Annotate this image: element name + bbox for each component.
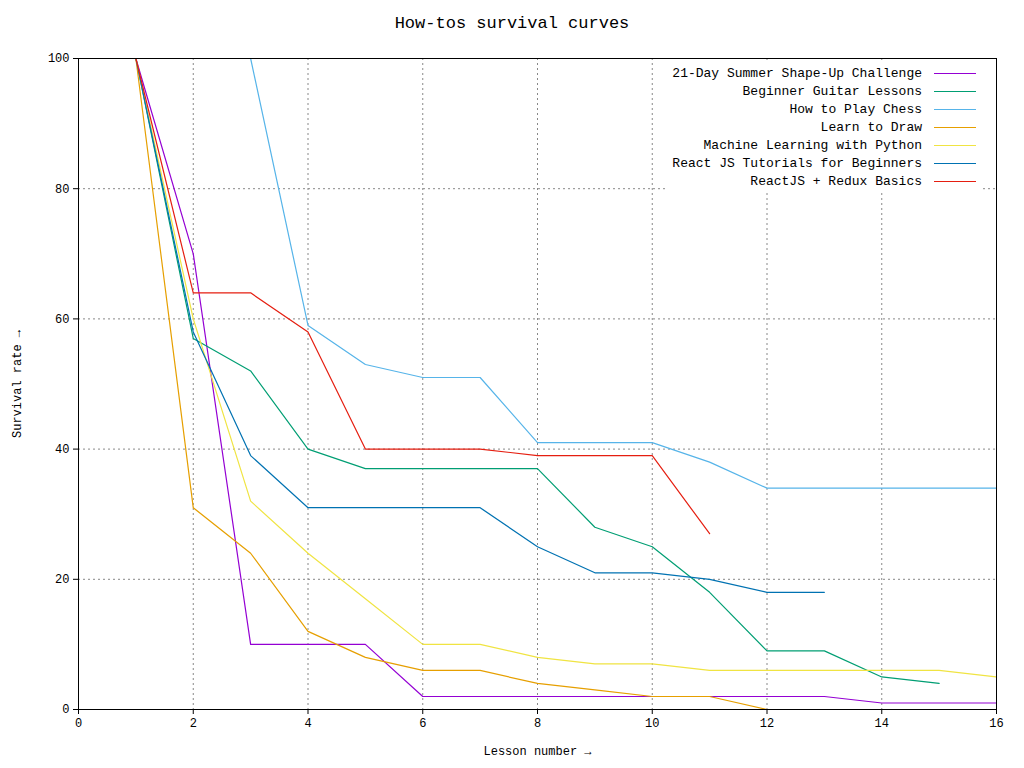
html-text:React JS Tutorials for Beginne: React JS Tutorials for Beginners bbox=[672, 155, 922, 171]
html-text:Beginner Guitar Lessons: Beginner Guitar Lessons bbox=[742, 83, 922, 99]
html-text:21-Day Summer Shape-Up Challen: 21-Day Summer Shape-Up Challenge bbox=[672, 65, 922, 81]
svg-text:100: 100 bbox=[48, 52, 70, 66]
svg-text:Lesson number →: Lesson number → bbox=[483, 745, 592, 759]
svg-text:20: 20 bbox=[55, 573, 69, 587]
svg-text:8: 8 bbox=[534, 717, 541, 731]
svg-text:12: 12 bbox=[760, 717, 774, 731]
html-text:How to Play Chess: How to Play Chess bbox=[789, 101, 922, 117]
svg-text:40: 40 bbox=[55, 443, 69, 457]
svg-text:6: 6 bbox=[419, 717, 426, 731]
svg-text:60: 60 bbox=[55, 313, 69, 327]
svg-text:10: 10 bbox=[645, 717, 659, 731]
svg-text:14: 14 bbox=[875, 717, 889, 731]
svg-text:0: 0 bbox=[75, 717, 82, 731]
svg-text:4: 4 bbox=[304, 717, 311, 731]
svg-text:16: 16 bbox=[989, 717, 1003, 731]
svg-text:2: 2 bbox=[190, 717, 197, 731]
html-text:Machine Learning with Python: Machine Learning with Python bbox=[703, 137, 922, 153]
svg-text:Survival rate →: Survival rate → bbox=[11, 329, 25, 438]
html-text:Learn to Draw: Learn to Draw bbox=[820, 119, 922, 135]
svg-text:0: 0 bbox=[62, 703, 69, 717]
html-text:ReactJS + Redux Basics: ReactJS + Redux Basics bbox=[750, 173, 922, 189]
svg-text:80: 80 bbox=[55, 183, 69, 197]
html-text:How-tos survival curves: How-tos survival curves bbox=[394, 14, 630, 33]
